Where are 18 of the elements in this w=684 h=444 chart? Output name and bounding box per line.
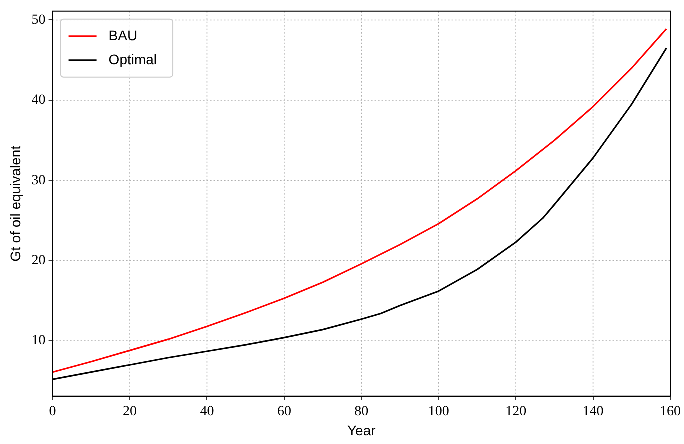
x-axis-title: Year	[348, 422, 376, 438]
y-tick-label: 40	[32, 93, 46, 108]
y-tick-label: 20	[32, 254, 46, 269]
x-tick-label: 140	[582, 404, 604, 420]
legend-label: Optimal	[108, 51, 158, 68]
x-tick-label: 100	[428, 404, 450, 420]
y-tick-label: 10	[32, 334, 46, 349]
y-tick-label: 50	[32, 12, 46, 28]
x-tick-label: 40	[200, 404, 214, 420]
x-tick-label: 0	[49, 404, 56, 420]
y-tick-label: 30	[32, 173, 46, 188]
legend-label: BAU	[108, 27, 138, 44]
x-tick-label: 80	[354, 404, 369, 420]
x-tick-label: 60	[277, 404, 292, 420]
x-tick-label: 20	[123, 404, 138, 420]
y-axis-title: Gt of oil equivalent	[7, 146, 24, 262]
x-tick-label: 160	[660, 404, 681, 420]
x-tick-label: 120	[506, 404, 527, 420]
